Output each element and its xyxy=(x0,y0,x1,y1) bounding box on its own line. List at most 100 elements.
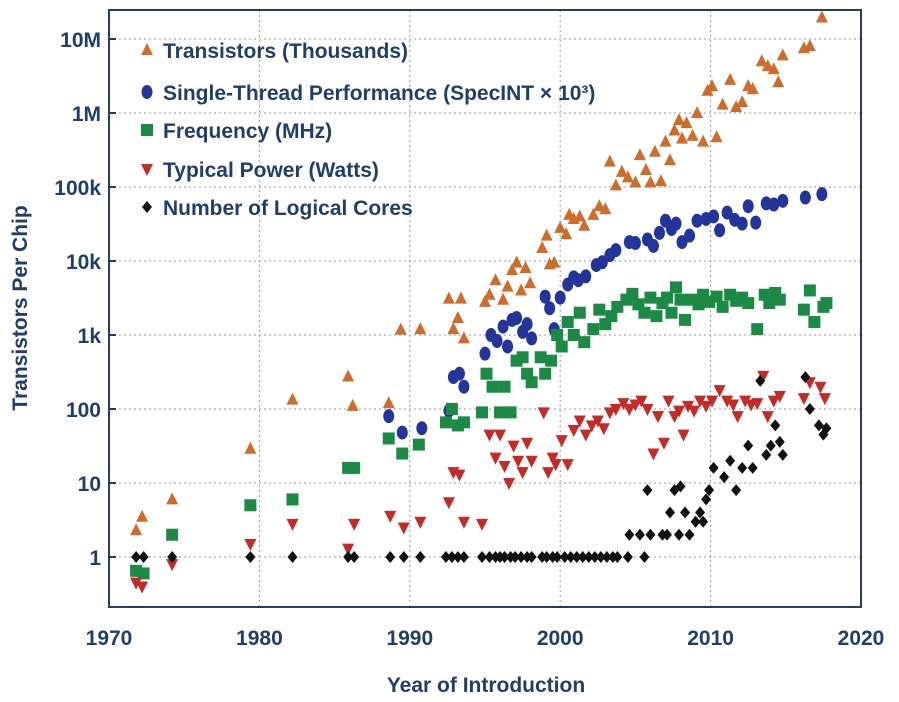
power-point xyxy=(623,404,636,416)
power-point xyxy=(525,455,538,468)
frequency-point xyxy=(716,300,729,313)
series-1 xyxy=(130,10,828,536)
power-point xyxy=(673,405,686,418)
transistor-point xyxy=(454,291,467,304)
power-point xyxy=(603,407,616,420)
transistor-point xyxy=(691,106,704,118)
transistor-point xyxy=(447,322,460,335)
frequency-point xyxy=(674,293,687,306)
transistor-point xyxy=(815,10,828,23)
cores-point xyxy=(349,551,360,563)
transistor-point xyxy=(654,174,667,187)
transistor-point xyxy=(668,123,681,136)
cores-point xyxy=(583,551,594,563)
cores-point xyxy=(499,551,510,563)
cores-point xyxy=(675,480,686,493)
cores-point xyxy=(777,448,788,461)
performance-point xyxy=(502,339,514,354)
cores-point xyxy=(755,374,766,387)
cores-point xyxy=(737,461,748,474)
frequency-point xyxy=(797,303,810,316)
frequency-point xyxy=(808,315,821,328)
power-point xyxy=(521,437,534,450)
frequency-point xyxy=(525,376,538,389)
y-tick-label: 100k xyxy=(54,177,101,200)
legend-transistors-label: Transistors (Thousands) xyxy=(163,40,408,63)
frequency-point xyxy=(650,310,663,323)
power-point xyxy=(457,516,470,529)
transistor-point xyxy=(587,207,600,220)
transistor-point xyxy=(663,153,676,166)
legend-cores-marker xyxy=(142,201,152,213)
frequency-point xyxy=(679,313,692,326)
power-point xyxy=(591,415,604,428)
power-point xyxy=(767,395,780,408)
frequency-point xyxy=(475,406,488,419)
power-point xyxy=(348,518,361,531)
power-point xyxy=(682,400,695,413)
performance-point xyxy=(511,310,523,325)
cores-point xyxy=(661,528,672,541)
transistor-point xyxy=(457,331,470,344)
power-point xyxy=(694,395,707,408)
cores-point xyxy=(645,528,656,541)
transistor-point xyxy=(501,279,514,292)
frequency-point xyxy=(573,306,586,319)
frequency-point xyxy=(396,447,409,460)
transistor-point xyxy=(724,72,737,85)
transistor-point xyxy=(706,79,719,92)
performance-point xyxy=(721,205,733,220)
cores-point xyxy=(674,528,685,541)
transistor-point xyxy=(609,178,622,191)
power-point xyxy=(507,440,520,453)
cores-point xyxy=(725,454,736,467)
transistor-point xyxy=(497,292,510,305)
frequency-point xyxy=(555,340,568,353)
cores-point xyxy=(813,419,824,432)
cores-point xyxy=(577,551,588,563)
cores-point xyxy=(131,551,142,563)
cores-point xyxy=(446,551,457,563)
performance-point xyxy=(554,290,566,305)
cores-point xyxy=(245,551,256,563)
power-point xyxy=(475,518,488,531)
frequency-point xyxy=(486,380,499,393)
power-point xyxy=(700,400,713,413)
power-point xyxy=(761,411,774,424)
cores-point xyxy=(287,551,298,563)
cores-point xyxy=(680,506,691,519)
frequency-point xyxy=(382,432,395,445)
power-point xyxy=(503,478,516,490)
transistor-point xyxy=(686,128,699,141)
power-point xyxy=(647,448,660,461)
frequency-point xyxy=(587,323,600,336)
power-point xyxy=(494,429,507,442)
legend-frequency-label: Frequency (MHz) xyxy=(163,120,332,143)
power-point xyxy=(706,395,719,408)
cores-point xyxy=(698,515,709,528)
transistor-point xyxy=(573,209,586,222)
cores-point xyxy=(612,551,623,563)
power-point xyxy=(721,395,734,408)
frequency-point xyxy=(534,351,547,364)
power-point xyxy=(542,467,555,480)
performance-point xyxy=(453,366,465,381)
frequency-point xyxy=(504,406,517,419)
transistor-point xyxy=(536,240,549,253)
frequency-point xyxy=(244,499,257,512)
cores-point xyxy=(458,551,469,563)
power-point xyxy=(397,522,410,535)
transistor-point xyxy=(524,276,537,289)
frequency-point xyxy=(578,336,591,349)
power-point xyxy=(512,455,525,468)
legend-power-label: Typical Power (Watts) xyxy=(163,159,379,182)
transistor-point xyxy=(697,134,710,147)
frequency-point xyxy=(567,329,580,341)
series-3 xyxy=(130,281,833,580)
cores-point xyxy=(595,551,606,563)
power-point xyxy=(136,581,149,594)
power-point xyxy=(549,459,562,472)
cores-point xyxy=(559,551,570,563)
cores-point xyxy=(589,551,600,563)
